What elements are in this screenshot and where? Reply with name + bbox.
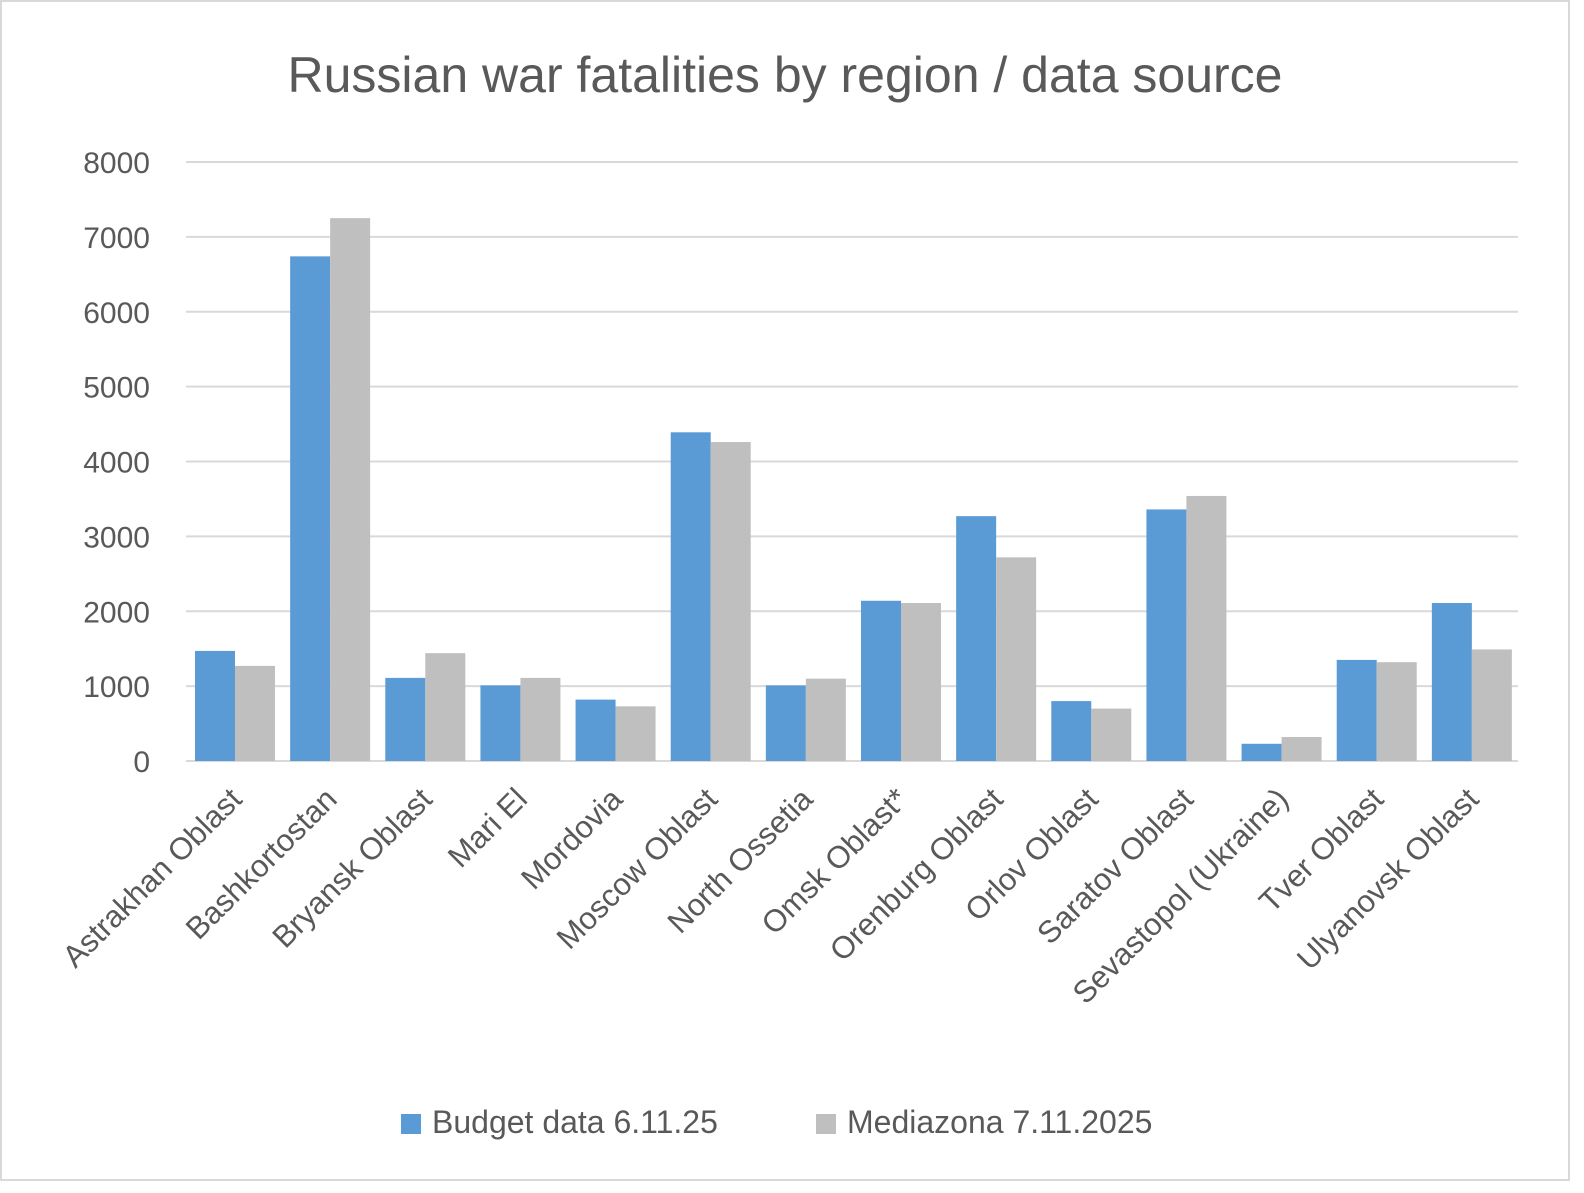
bar-mediazona xyxy=(1471,649,1512,761)
bar-mediazona xyxy=(710,442,751,761)
y-tick-label: 2000 xyxy=(83,596,150,629)
x-category-label: Moscow Oblast xyxy=(550,781,725,956)
y-tick-label: 8000 xyxy=(83,147,150,180)
y-tick-label: 0 xyxy=(133,746,150,779)
bar-budget xyxy=(1336,659,1377,761)
y-tick-label: 1000 xyxy=(83,671,150,704)
bar-budget xyxy=(1431,603,1472,761)
bar-budget xyxy=(290,256,331,761)
x-category-label: Mari El xyxy=(441,781,534,874)
gridlines xyxy=(186,161,1518,762)
bar-mediazona xyxy=(330,218,371,761)
bar-budget xyxy=(861,600,901,761)
bar-mediazona xyxy=(805,678,846,761)
y-tick-label: 5000 xyxy=(83,372,150,405)
legend-swatch xyxy=(401,1114,421,1134)
bar-mediazona xyxy=(425,653,466,761)
legend-label: Budget data 6.11.25 xyxy=(432,1104,718,1140)
legend: Budget data 6.11.25 Mediazona 7.11.2025 xyxy=(401,1104,1152,1140)
bar-budget xyxy=(765,685,806,761)
y-tick-label: 6000 xyxy=(83,297,150,330)
bars xyxy=(195,218,1512,761)
bar-mediazona xyxy=(1186,495,1227,761)
bar-mediazona xyxy=(901,603,941,761)
bar-budget xyxy=(1146,509,1187,761)
bar-mediazona xyxy=(996,557,1037,761)
bar-budget xyxy=(1051,701,1092,761)
y-tick-label: 7000 xyxy=(83,222,150,255)
bar-mediazona xyxy=(235,665,275,761)
x-category-label: Ulyanovsk Oblast xyxy=(1290,781,1486,977)
bar-mediazona xyxy=(1376,662,1417,761)
bar-budget xyxy=(195,650,235,761)
x-category-label: Astrakhan Oblast xyxy=(56,781,249,974)
legend-label: Mediazona 7.11.2025 xyxy=(847,1104,1152,1140)
bar-mediazona xyxy=(1281,737,1322,761)
bar-budget xyxy=(480,685,521,761)
bar-budget xyxy=(670,432,711,761)
x-category-label: Bryansk Oblast xyxy=(265,781,439,955)
bar-budget xyxy=(956,516,997,761)
y-axis-tick-labels: 0 1000 2000 3000 4000 5000 6000 7000 8000 xyxy=(83,147,150,779)
chart-title: Russian war fatalities by region / data … xyxy=(288,47,1283,103)
bar-mediazona xyxy=(615,706,656,761)
bar-mediazona xyxy=(1091,708,1132,761)
y-tick-label: 3000 xyxy=(83,521,150,554)
bar-mediazona xyxy=(520,677,561,761)
y-tick-label: 4000 xyxy=(83,447,150,480)
x-category-label: Orenburg Oblast xyxy=(823,781,1010,968)
bar-budget xyxy=(1241,743,1282,761)
bar-budget xyxy=(385,677,426,761)
bar-budget xyxy=(575,699,616,761)
legend-swatch xyxy=(816,1114,836,1134)
